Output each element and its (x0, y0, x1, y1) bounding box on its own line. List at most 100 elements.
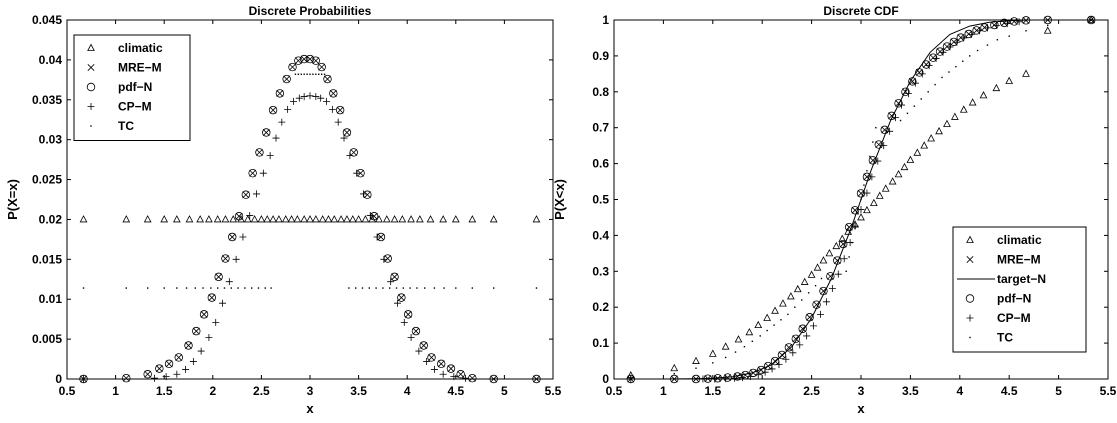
data-point (490, 375, 498, 383)
data-point (1043, 26, 1052, 34)
x-axis-label: x (857, 401, 865, 416)
data-point (493, 287, 495, 289)
data-point (943, 119, 951, 128)
data-point (935, 126, 943, 135)
data-point (377, 233, 385, 241)
data-point (763, 313, 772, 321)
data-point (146, 287, 149, 289)
data-point (354, 287, 357, 289)
legend-swatch (965, 294, 975, 303)
data-point (249, 169, 257, 177)
data-point (773, 324, 775, 326)
data-point (880, 125, 889, 135)
data-point (670, 374, 679, 384)
data-point (244, 287, 246, 289)
x-tick-label: 3.5 (350, 384, 367, 398)
x-tick-label: 2 (209, 384, 216, 398)
data-point (955, 65, 957, 68)
series-4 (627, 18, 1023, 383)
data-point (160, 215, 169, 223)
data-point (699, 375, 707, 383)
data-point (419, 341, 428, 350)
data-point (202, 287, 204, 289)
data-point (939, 48, 947, 56)
data-point (900, 162, 909, 171)
data-point (437, 360, 445, 368)
data-point (922, 60, 931, 69)
data-point (794, 306, 796, 308)
data-point (751, 340, 754, 343)
data-point (300, 215, 309, 223)
data-point (335, 105, 345, 115)
data-point (807, 292, 810, 294)
data-point (851, 241, 853, 244)
data-point (397, 293, 406, 302)
y-tick-label: 0.6 (592, 157, 609, 171)
data-point (350, 148, 358, 156)
data-point (457, 370, 465, 378)
data-point (471, 287, 474, 289)
y-tick-label: 0.7 (592, 121, 609, 135)
data-point (318, 215, 327, 223)
data-point (936, 48, 944, 56)
data-point (176, 287, 178, 289)
data-point (318, 63, 326, 71)
data-point (318, 73, 320, 75)
data-point (199, 310, 209, 319)
data-point (770, 356, 780, 366)
data-point (79, 215, 88, 223)
data-point (428, 353, 435, 361)
data-point (213, 215, 222, 223)
data-point (293, 215, 302, 223)
data-point (250, 287, 253, 289)
data-point (881, 126, 889, 134)
data-point (294, 73, 297, 75)
x-tick-label: 1 (112, 384, 119, 398)
y-tick-label: 0.025 (32, 173, 62, 187)
data-point (343, 129, 351, 136)
data-point (255, 148, 264, 157)
data-point (357, 169, 365, 177)
data-point (164, 359, 174, 369)
x-tick-label: 1 (660, 384, 667, 398)
data-point (184, 341, 193, 350)
data-point (535, 287, 538, 289)
data-point (468, 374, 476, 382)
data-point (230, 287, 232, 289)
x-tick-label: 4 (956, 384, 963, 398)
data-point (366, 211, 374, 219)
data-point (946, 43, 954, 51)
data-point (848, 256, 850, 258)
data-point (734, 351, 737, 353)
data-point (289, 63, 296, 71)
data-point (953, 38, 961, 46)
data-point (276, 89, 284, 97)
data-point (194, 287, 197, 289)
data-point (324, 215, 333, 223)
data-point (918, 70, 926, 78)
data-point (407, 215, 415, 223)
data-point (312, 93, 320, 101)
data-point (820, 277, 823, 280)
data-point (721, 342, 730, 350)
data-point (79, 374, 88, 384)
data-point (259, 169, 267, 177)
data-point (950, 112, 959, 120)
pdf-chart: Discrete Probabilities x P(X=x) 0.5 1 1.5 2 2.5… (5, 4, 562, 416)
y-tick-label: 0.02 (39, 212, 63, 226)
data-point (278, 118, 286, 126)
data-point (210, 287, 212, 289)
data-point (722, 375, 730, 383)
data-point (798, 324, 807, 333)
data-point (786, 292, 795, 300)
data-point (415, 215, 424, 223)
data-point (462, 374, 470, 382)
data-point (934, 83, 936, 86)
data-point (626, 374, 635, 384)
y-tick-label: 0.2 (592, 300, 609, 314)
data-point (373, 233, 381, 241)
y-tick-label: 0.01 (39, 292, 63, 306)
data-point (398, 215, 407, 223)
data-point (1003, 20, 1011, 28)
data-point (948, 71, 950, 73)
